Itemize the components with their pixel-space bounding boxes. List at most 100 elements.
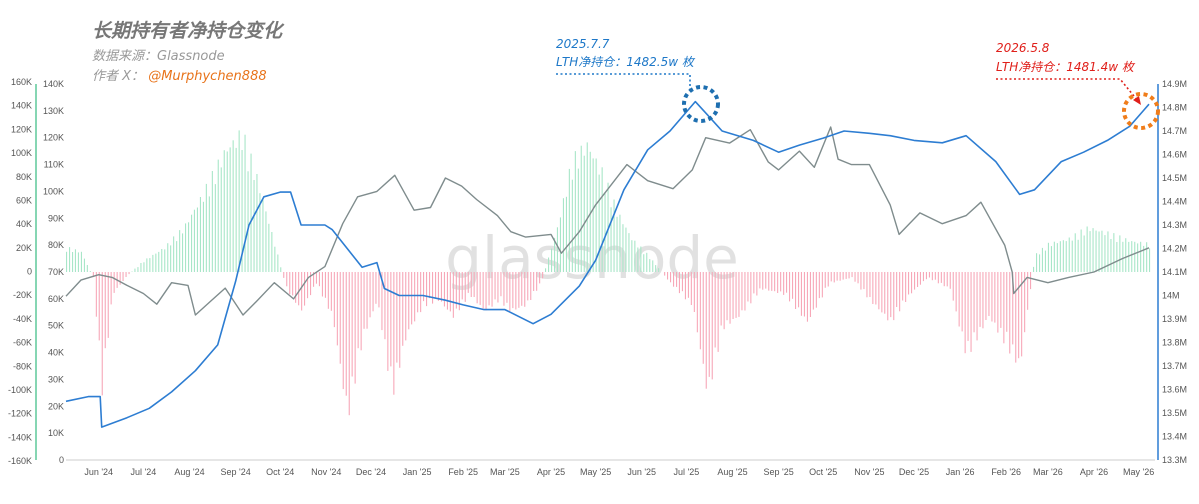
net-change-bar <box>253 180 255 272</box>
net-change-bar <box>1068 237 1070 272</box>
net-change-bar <box>658 268 660 272</box>
net-change-bar <box>461 272 463 300</box>
net-change-tick-label: 100K <box>11 148 32 158</box>
axes <box>35 84 1159 461</box>
x-tick-label: Jul '24 <box>131 467 157 477</box>
author-handle[interactable]: @Murphychen888 <box>148 69 266 84</box>
net-change-bar <box>848 272 850 279</box>
net-change-bar <box>988 272 990 316</box>
lth-supply-tick-label: 13.7M <box>1162 361 1187 371</box>
lth-supply-tick-label: 13.4M <box>1162 432 1187 442</box>
net-change-bar <box>470 272 472 297</box>
net-change-bar <box>925 272 927 280</box>
net-change-bar <box>589 151 591 272</box>
net-change-bar <box>176 241 178 272</box>
net-change-bar <box>777 272 779 293</box>
net-change-bar <box>348 272 350 416</box>
author-line: 作者 X： @Murphychen888 <box>92 69 267 84</box>
net-change-bar <box>494 272 496 300</box>
x-tick-label: Mar '26 <box>1033 467 1063 477</box>
net-change-bar <box>191 214 193 272</box>
x-tick-label: May '26 <box>1123 467 1154 477</box>
net-change-bar <box>533 272 535 291</box>
author-prefix: 作者 X： <box>92 69 144 84</box>
net-change-bar <box>491 272 493 307</box>
net-change-bar <box>423 272 425 302</box>
net-change-bar <box>134 268 136 272</box>
net-change-bar <box>170 245 172 272</box>
lth-supply-tick-label: 14.2M <box>1162 244 1187 254</box>
net-change-tick-label: -80K <box>13 361 32 371</box>
net-change-bar <box>994 272 996 323</box>
net-change-bar <box>830 272 832 282</box>
net-change-bar <box>756 272 758 296</box>
net-change-bar <box>393 272 395 395</box>
net-change-bar <box>896 272 898 307</box>
net-change-bar <box>708 272 710 377</box>
net-change-bar <box>277 254 279 272</box>
net-change-tick-label: -120K <box>8 409 32 419</box>
net-change-bar <box>750 272 752 304</box>
net-change-bar <box>1095 230 1097 272</box>
net-change-bar <box>1050 246 1052 272</box>
net-change-bar <box>402 272 404 346</box>
x-tick-label: Jun '25 <box>627 467 656 477</box>
net-change-bar <box>720 272 722 326</box>
net-change-bar <box>89 271 91 272</box>
net-change-bar <box>530 272 532 300</box>
net-change-bar <box>789 272 791 302</box>
net-change-bar <box>464 272 466 302</box>
net-change-bar <box>542 272 544 279</box>
x-tick-label: Aug '25 <box>717 467 747 477</box>
chart-title: 长期持有者净持仓变化 <box>92 20 285 42</box>
net-change-bar <box>592 158 594 272</box>
net-change-bar <box>259 193 261 272</box>
net-change-bar <box>1027 272 1029 310</box>
net-change-bar <box>307 272 309 299</box>
net-change-bar <box>500 272 502 297</box>
x-tick-label: Apr '26 <box>1080 467 1108 477</box>
net-change-bar <box>1044 250 1046 272</box>
net-change-bar <box>646 252 648 272</box>
net-change-bar <box>744 272 746 311</box>
net-change-bar <box>652 260 654 272</box>
net-change-bar <box>446 272 448 310</box>
net-change-bar <box>1000 272 1002 328</box>
net-change-bar <box>342 272 344 390</box>
net-change-bar <box>72 252 74 272</box>
net-change-bar <box>220 167 222 272</box>
price-tick-label: 50K <box>48 321 64 331</box>
net-change-bar <box>357 272 359 349</box>
net-change-bar <box>723 272 725 330</box>
net-change-bar <box>908 272 910 295</box>
net-change-bar <box>369 272 371 318</box>
price-tick-label: 70K <box>48 267 64 277</box>
price-tick-label: 100K <box>43 186 64 196</box>
net-change-bar <box>595 158 597 272</box>
price-tick-label: 60K <box>48 294 64 304</box>
net-change-bar <box>420 272 422 313</box>
net-change-bar <box>232 140 234 272</box>
net-change-bar <box>140 263 142 272</box>
net-change-bar <box>759 272 761 289</box>
net-change-bar <box>1146 242 1148 272</box>
net-change-bar <box>179 230 181 272</box>
x-tick-label: Dec '25 <box>899 467 929 477</box>
x-tick-label: Sep '24 <box>220 467 250 477</box>
net-change-bar <box>479 272 481 305</box>
net-change-bar <box>619 214 621 272</box>
net-change-bar <box>634 240 636 272</box>
net-change-bar <box>922 272 924 282</box>
net-change-bar <box>955 272 957 312</box>
net-change-bar <box>324 272 326 298</box>
net-change-bar <box>878 272 880 310</box>
net-change-bar <box>931 272 933 281</box>
net-change-bar <box>1116 242 1118 272</box>
net-change-bar <box>1122 241 1124 272</box>
net-change-bar <box>919 272 921 285</box>
net-change-bar <box>997 272 999 333</box>
lth-supply-line <box>65 100 1150 428</box>
net-change-bar <box>949 272 951 289</box>
net-change-bar <box>806 272 808 322</box>
net-change-bar <box>122 272 124 281</box>
